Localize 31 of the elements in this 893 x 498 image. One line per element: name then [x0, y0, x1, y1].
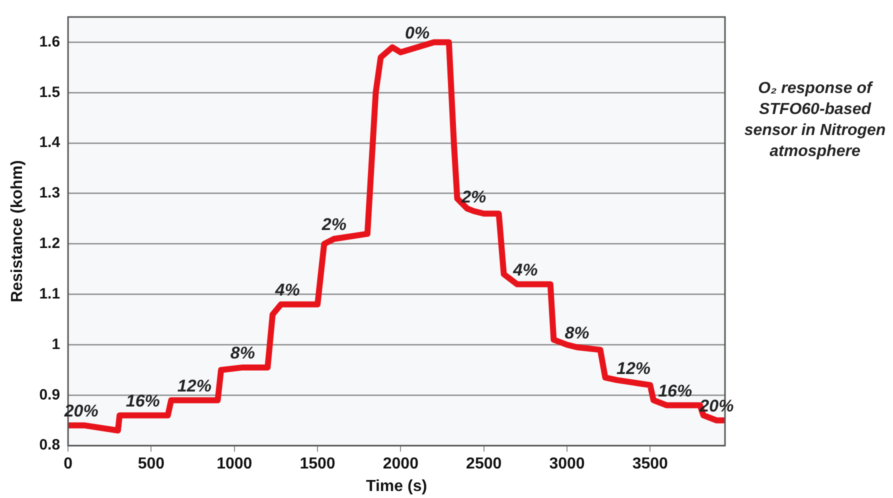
- x-tick-label: 3500: [632, 456, 668, 473]
- text: O₂ response of STFO60-based sensor in Nitrogen atmosphere: [743, 79, 887, 162]
- x-tick-label: 500: [138, 456, 165, 473]
- annotation: 16%: [658, 381, 692, 400]
- annotation: 16%: [126, 392, 160, 411]
- y-tick-label: 1.4: [39, 134, 61, 152]
- y-tick-label: 1.2: [39, 235, 60, 252]
- y-tick-label: 1.6: [39, 33, 60, 50]
- y-tick-label: 1.1: [39, 285, 60, 302]
- y-axis-title: Resistance (kohm): [9, 160, 26, 302]
- y-tick-label: 1.3: [39, 184, 60, 202]
- x-tick-label: 3000: [549, 456, 585, 473]
- x-tick-label: 2500: [466, 456, 502, 473]
- annotation: 4%: [512, 260, 538, 280]
- x-tick-label: 1000: [216, 456, 252, 473]
- x-tick-label: 1500: [300, 456, 336, 473]
- annotation: 2%: [460, 187, 486, 206]
- x-tick-label: 2000: [382, 456, 419, 473]
- y-tick-label: 1: [52, 336, 60, 353]
- x-axis-title: Time (s): [366, 478, 428, 495]
- annotation: 12%: [177, 376, 212, 396]
- y-tick-label: 1.5: [39, 84, 60, 101]
- y-tick-label: 0.8: [39, 436, 60, 454]
- annotation: 12%: [616, 358, 651, 378]
- annotation: 8%: [230, 344, 255, 363]
- annotation: 4%: [274, 280, 300, 300]
- annotation: 2%: [320, 215, 346, 234]
- y-tick-label: 0.9: [39, 386, 60, 404]
- x-tick-label: 0: [64, 456, 73, 473]
- annotation: 0%: [405, 23, 430, 42]
- annotation: 8%: [564, 323, 590, 342]
